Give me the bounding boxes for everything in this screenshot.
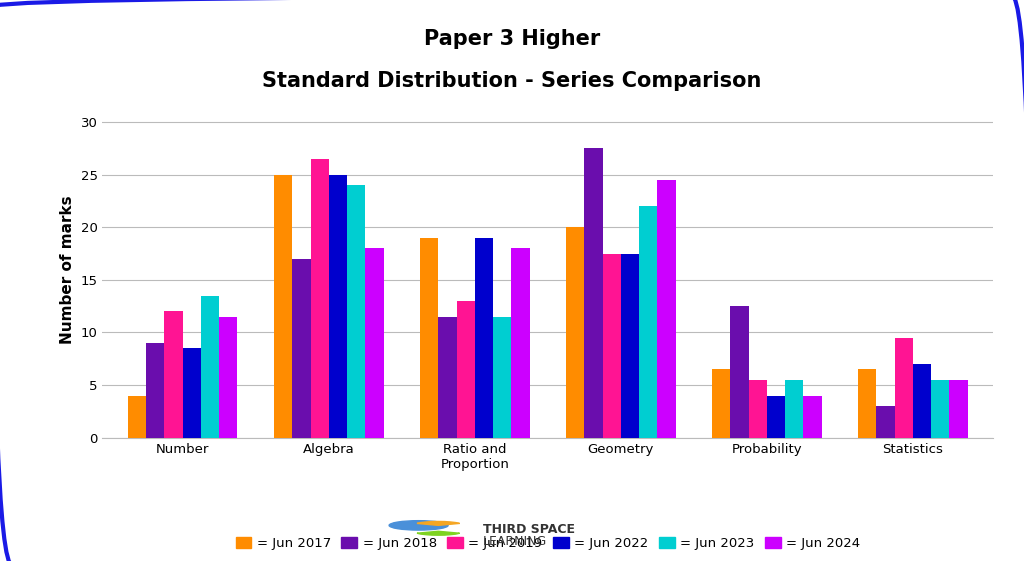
Bar [913,364,931,438]
Bar [274,174,292,438]
Bar [165,311,182,438]
Bar [310,159,329,438]
Bar [712,369,730,438]
Bar [621,254,639,438]
Bar [730,306,749,438]
Bar [858,369,877,438]
Circle shape [389,521,449,530]
Bar [366,248,384,438]
Bar [639,206,657,438]
Bar [201,296,219,438]
Bar [785,380,804,438]
Bar [219,316,238,438]
Bar [585,148,602,438]
Bar [895,338,913,438]
Bar [128,396,146,438]
Bar [566,227,585,438]
Bar [420,238,438,438]
Legend: = Jun 2017, = Jun 2018, = Jun 2019, = Jun 2022, = Jun 2023, = Jun 2024: = Jun 2017, = Jun 2018, = Jun 2019, = Ju… [230,532,865,555]
Text: Paper 3 Higher: Paper 3 Higher [424,29,600,49]
Bar [657,180,676,438]
Bar [949,380,968,438]
Text: Standard Distribution - Series Comparison: Standard Distribution - Series Compariso… [262,71,762,91]
Text: THIRD SPACE: THIRD SPACE [482,523,574,536]
Bar [329,174,347,438]
Bar [347,185,366,438]
Bar [602,254,621,438]
Bar [931,380,949,438]
Bar [457,301,475,438]
Text: LEARNING: LEARNING [482,535,547,548]
Bar [877,406,895,438]
Bar [292,259,310,438]
Bar [749,380,767,438]
Bar [438,316,457,438]
Bar [511,248,529,438]
Wedge shape [417,531,460,535]
Bar [494,316,511,438]
Wedge shape [417,522,460,525]
Bar [767,396,785,438]
Bar [475,238,494,438]
Y-axis label: Number of marks: Number of marks [60,195,75,343]
Bar [182,348,201,438]
Bar [804,396,821,438]
Bar [146,343,165,438]
